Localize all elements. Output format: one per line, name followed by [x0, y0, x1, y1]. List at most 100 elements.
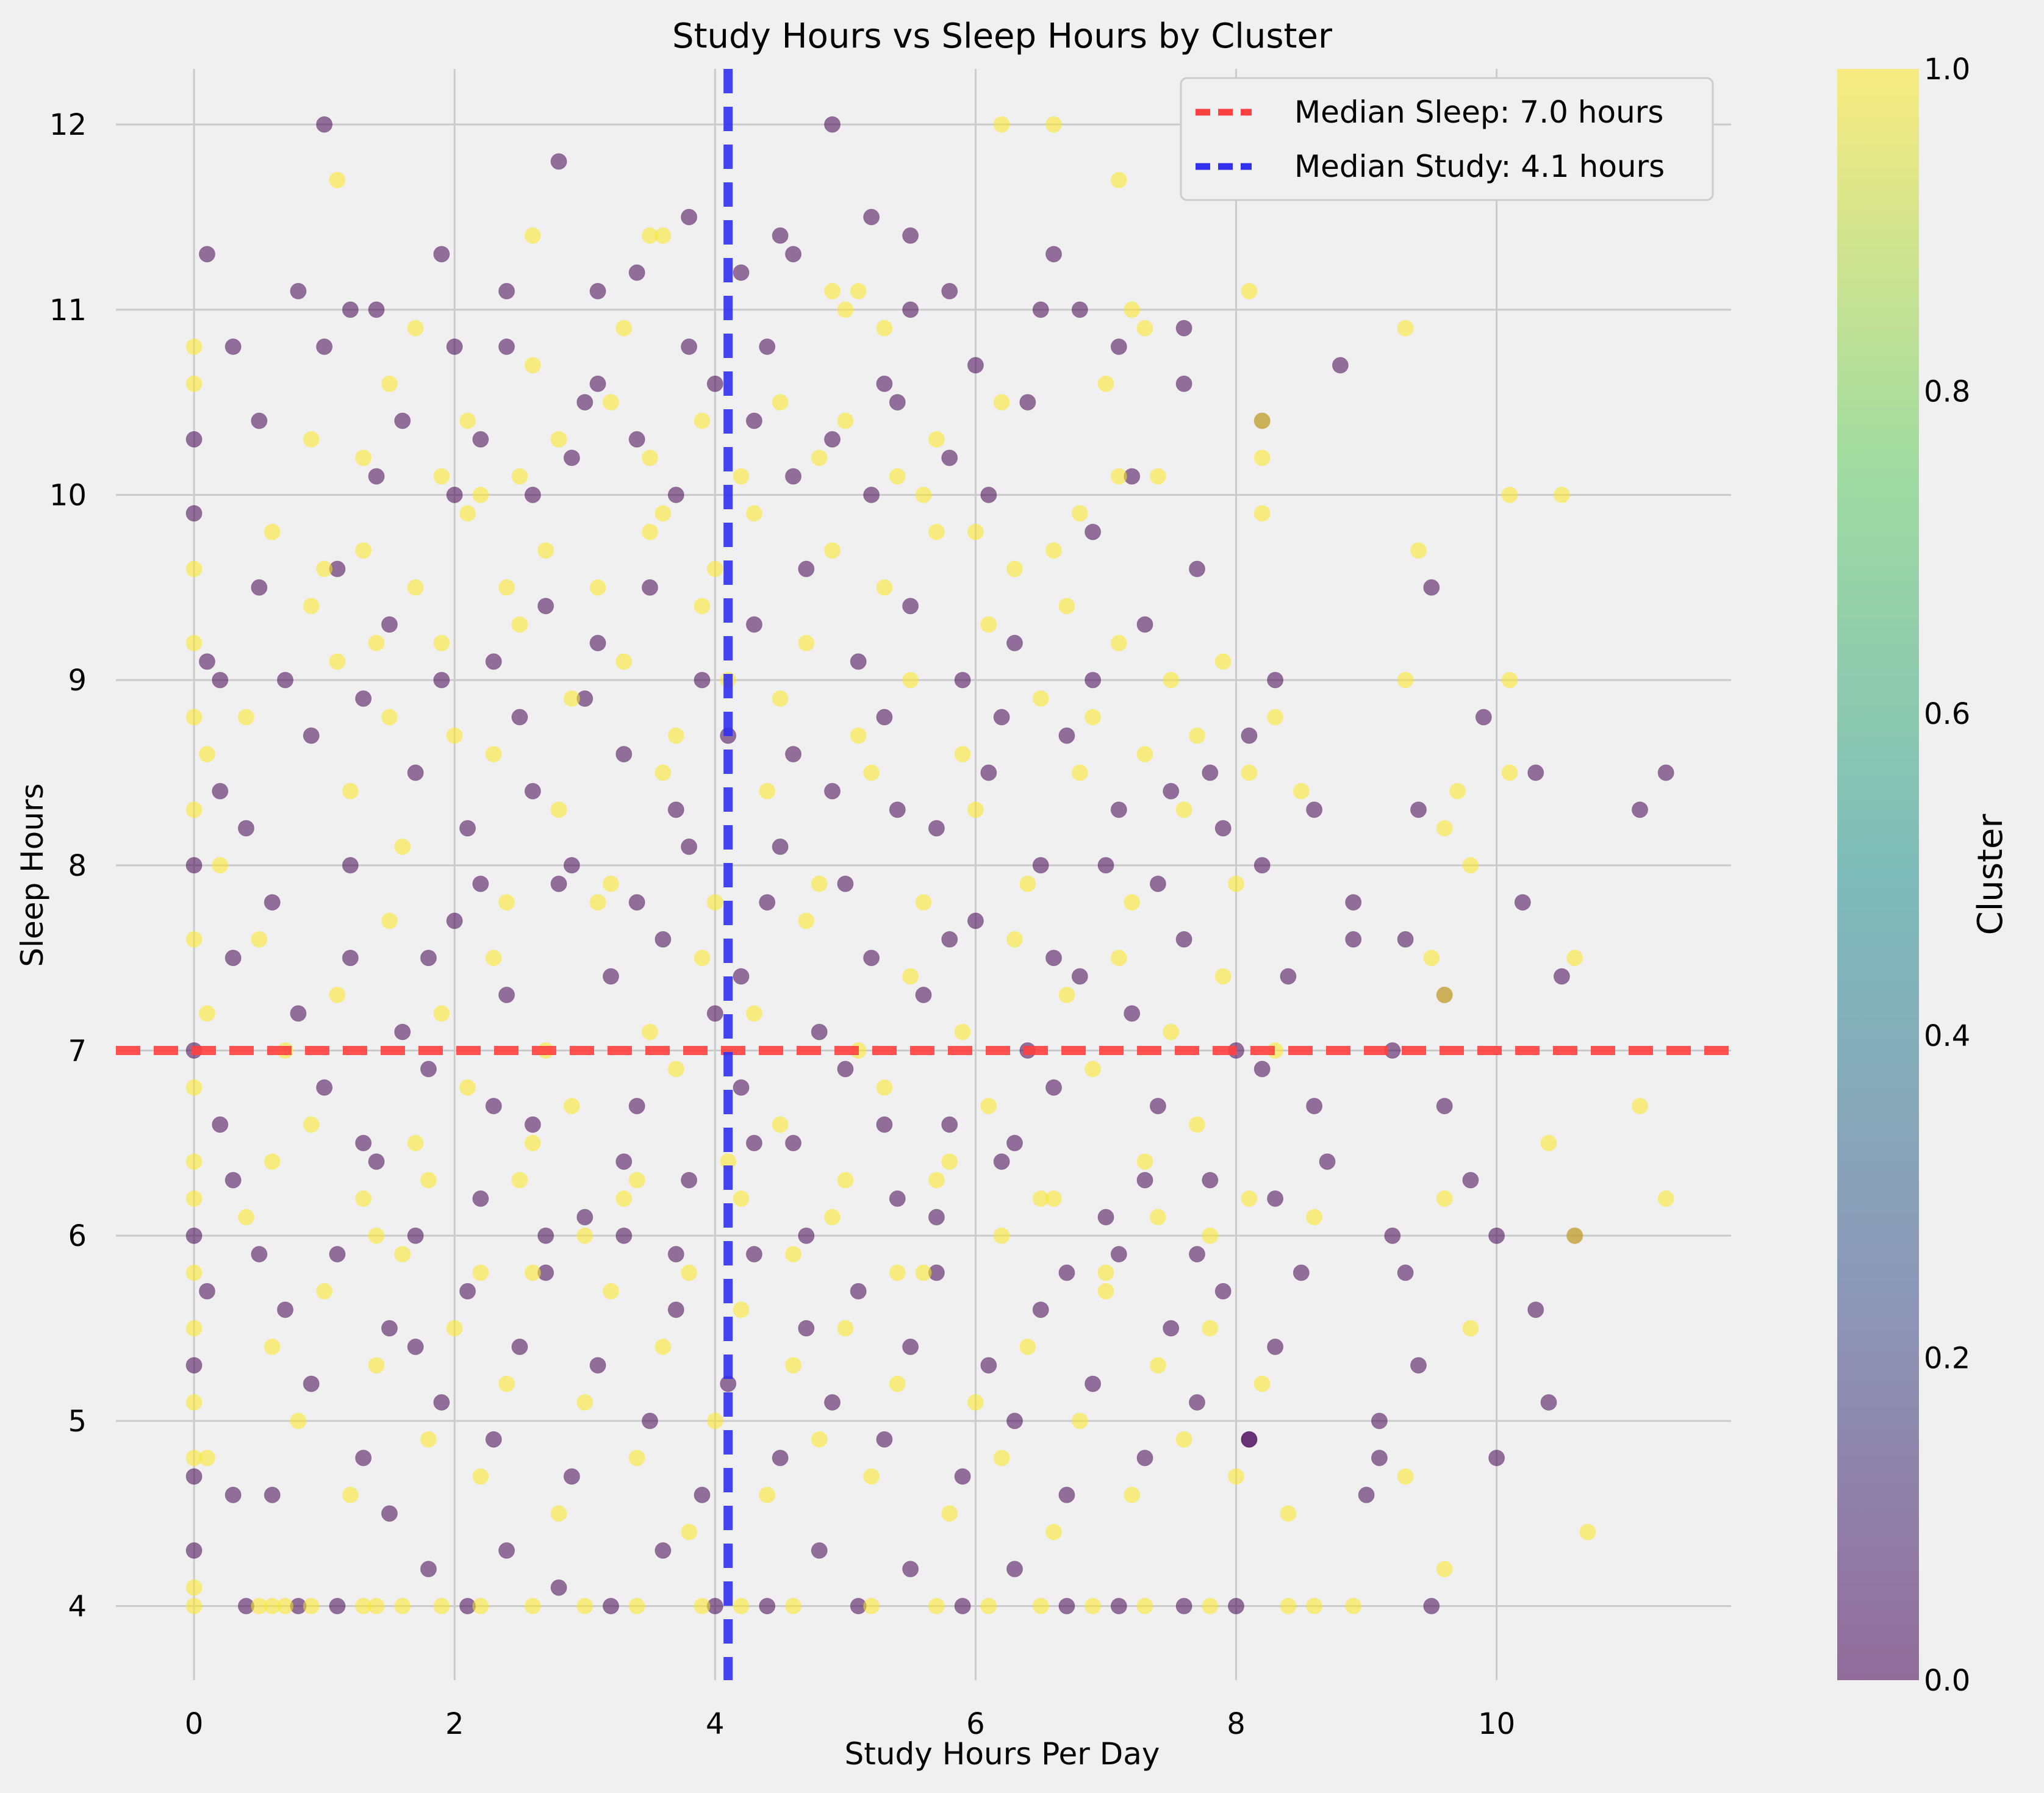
data-point-cluster-0: [706, 375, 723, 392]
data-point-cluster-1: [615, 320, 633, 337]
data-point-cluster-1: [628, 1598, 645, 1614]
data-point-cluster-0: [603, 1598, 619, 1614]
data-point-cluster-0: [980, 1357, 997, 1374]
data-point-cluster-1: [185, 560, 203, 578]
data-point-cluster-1: [603, 875, 619, 892]
data-point-cluster-0: [459, 1283, 476, 1300]
data-point-cluster-0: [1657, 764, 1674, 781]
y-axis-ticks: 4 5 6 7 8 9 10 11 12: [49, 108, 87, 1623]
data-point-cluster-0: [628, 894, 645, 911]
data-point-cluster-1: [1423, 950, 1440, 967]
grid-lines: [116, 69, 1731, 1680]
data-point-cluster-1: [459, 505, 476, 522]
data-point-cluster-1: [407, 320, 424, 337]
data-point-cluster-1: [316, 560, 333, 578]
data-point-cluster-0: [224, 1172, 242, 1189]
data-point-cluster-1: [1136, 1598, 1153, 1614]
data-point-cluster-0: [316, 116, 333, 133]
data-point-cluster-0: [785, 746, 801, 763]
data-point-cluster-1: [524, 1264, 541, 1281]
data-point-cluster-1: [733, 468, 750, 485]
data-point-cluster-1: [1397, 671, 1414, 689]
data-point-cluster-0: [902, 1338, 919, 1355]
data-point-cluster-1: [511, 1172, 528, 1189]
data-point-cluster-1: [576, 1598, 593, 1614]
data-point-cluster-1: [863, 1468, 880, 1485]
data-point-cluster-1: [772, 394, 789, 411]
data-point-cluster-1: [185, 1264, 203, 1281]
data-point-cluster-1: [329, 653, 346, 670]
data-point-cluster-0: [498, 986, 515, 1003]
data-point-cluster-0: [316, 1079, 333, 1096]
data-point-cluster-0: [745, 616, 762, 633]
data-point-cluster-1: [654, 505, 672, 522]
data-point-cluster-1: [1045, 116, 1062, 133]
data-point-cluster-1: [1253, 1375, 1271, 1392]
data-point-cluster-1: [524, 357, 541, 374]
data-point-cluster-0: [745, 1246, 762, 1262]
y-tick-label: 8: [68, 849, 87, 883]
data-point-cluster-0: [277, 1301, 294, 1319]
data-point-cluster-1: [1241, 764, 1258, 781]
data-point-cluster-0: [654, 931, 672, 948]
data-point-cluster-0: [1006, 1561, 1023, 1578]
data-point-cluster-0: [1214, 1283, 1232, 1300]
data-point-cluster-0: [472, 431, 489, 448]
data-point-cluster-1: [1124, 894, 1141, 911]
data-point-cluster-1: [915, 1264, 932, 1281]
x-tick-label: 8: [1227, 1707, 1246, 1741]
data-point-cluster-1: [1110, 171, 1127, 188]
data-point-cluster-1: [1110, 468, 1127, 485]
data-point-cluster-0: [589, 634, 606, 651]
data-point-cluster-0: [381, 616, 398, 633]
data-point-cluster-0: [667, 801, 684, 818]
x-tick-label: 2: [445, 1707, 464, 1741]
data-point-cluster-1: [1202, 1598, 1219, 1614]
data-point-cluster-1: [694, 412, 711, 429]
data-point-cluster-0: [550, 153, 567, 170]
data-point-cluster-0: [199, 1283, 215, 1300]
data-point-cluster-0: [212, 1116, 229, 1133]
data-point-cluster-1: [1267, 709, 1284, 726]
data-point-cluster-0: [1110, 801, 1127, 818]
data-point-cluster-1: [1085, 1061, 1102, 1078]
data-point-cluster-1: [185, 931, 203, 948]
data-point-cluster-1: [1253, 412, 1271, 429]
data-point-cluster-1: [980, 1598, 997, 1614]
data-point-cluster-0: [954, 1468, 971, 1485]
data-point-cluster-0: [1124, 1005, 1141, 1022]
data-point-cluster-0: [1110, 338, 1127, 355]
data-point-cluster-1: [524, 227, 541, 244]
x-axis-label: Study Hours Per Day: [845, 1736, 1160, 1772]
data-point-cluster-0: [837, 1061, 854, 1078]
data-point-cluster-1: [342, 782, 359, 800]
data-point-cluster-1: [876, 579, 893, 596]
data-point-cluster-0: [264, 1486, 281, 1503]
data-point-cluster-0: [967, 357, 984, 374]
data-point-cluster-1: [615, 1190, 633, 1207]
data-point-cluster-0: [850, 1283, 867, 1300]
data-point-cluster-1: [928, 1172, 945, 1189]
data-point-cluster-1: [745, 505, 762, 522]
data-point-cluster-0: [264, 894, 281, 911]
data-point-cluster-0: [993, 709, 1010, 726]
data-point-cluster-1: [1085, 709, 1102, 726]
data-point-cluster-0: [1085, 523, 1102, 540]
data-point-cluster-0: [511, 709, 528, 726]
data-point-cluster-1: [459, 1079, 476, 1096]
data-point-cluster-0: [498, 282, 515, 299]
data-point-cluster-1: [1097, 1264, 1114, 1281]
data-point-cluster-1: [199, 1005, 215, 1022]
data-point-cluster-0: [381, 1320, 398, 1337]
data-point-cluster-0: [1019, 394, 1036, 411]
data-point-cluster-0: [1202, 1172, 1219, 1189]
data-point-cluster-1: [185, 375, 203, 392]
legend-label-median-sleep: Median Sleep: 7.0 hours: [1294, 95, 1663, 130]
data-point-cluster-0: [290, 282, 307, 299]
data-point-cluster-0: [615, 1153, 633, 1170]
data-point-cluster-1: [980, 616, 997, 633]
data-point-cluster-0: [1475, 709, 1492, 726]
data-point-cluster-1: [993, 116, 1010, 133]
data-point-cluster-1: [863, 764, 880, 781]
y-tick-label: 4: [68, 1590, 87, 1624]
